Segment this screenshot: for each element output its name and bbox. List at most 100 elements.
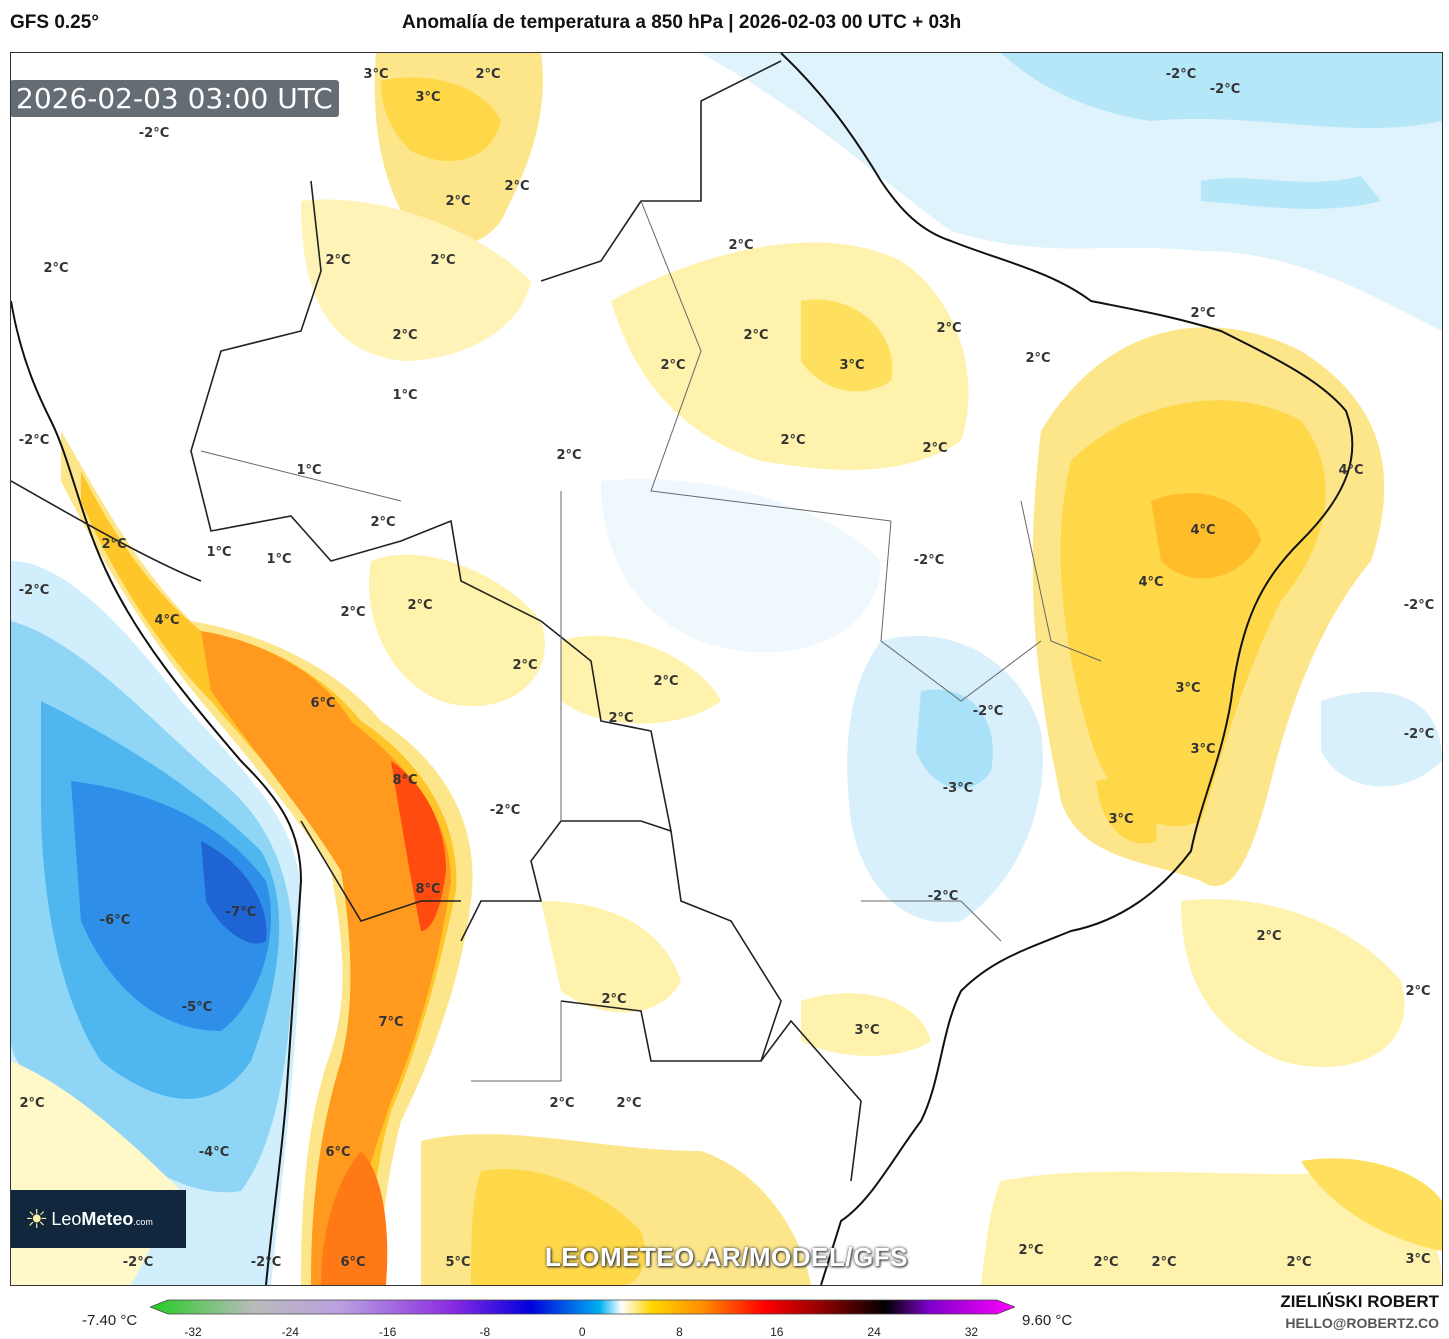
valid-time-stamp: 2026-02-03 03:00 UTC [10, 80, 339, 117]
sun-icon: ☀ [25, 1203, 49, 1234]
colorbar [150, 1299, 1015, 1315]
contour-label: 3°C [854, 1023, 879, 1038]
contour-label: 2°C [43, 261, 68, 276]
colorbar-tick-label: -24 [281, 1325, 299, 1339]
contour-label: 6°C [310, 696, 335, 711]
contour-label: -2°C [1404, 598, 1434, 613]
leometeo-logo: ☀ Leo Meteo .com [11, 1190, 186, 1248]
contour-label: -5°C [182, 1000, 212, 1015]
contour-label: 2°C [556, 448, 581, 463]
colorbar-tick-label: 8 [676, 1325, 683, 1339]
contour-label: 3°C [1175, 681, 1200, 696]
contour-label: 2°C [1025, 351, 1050, 366]
contour-label: 8°C [415, 882, 440, 897]
contour-label: -2°C [251, 1255, 281, 1270]
contour-label: -7°C [226, 905, 256, 920]
contour-label: 2°C [601, 992, 626, 1007]
contour-label: -2°C [123, 1255, 153, 1270]
colorbar-max-label: 9.60 °C [1022, 1312, 1073, 1329]
contour-label: 2°C [1018, 1243, 1043, 1258]
contour-label: 8°C [392, 773, 417, 788]
colorbar-tick-label: -16 [378, 1325, 397, 1339]
anomaly-map: 3°C 2°C 3°C -2°C 2°C 2°C 2°C 2°C 2°C 2°C 2°C 2°C 2°C… [10, 52, 1443, 1286]
contour-label: 2°C [728, 238, 753, 253]
colorbar-tick-label: -8 [479, 1325, 491, 1339]
colorbar-tick-label: 24 [867, 1325, 881, 1339]
contour-label: -2°C [1210, 82, 1240, 97]
contour-label: 4°C [1190, 523, 1215, 538]
contour-label: -4°C [199, 1145, 229, 1160]
contour-label: 2°C [1405, 984, 1430, 999]
contour-label: 2°C [549, 1096, 574, 1111]
contour-label: 2°C [1093, 1255, 1118, 1270]
author-name: ZIELIŃSKI ROBERT [1280, 1292, 1439, 1311]
contour-label: 2°C [504, 179, 529, 194]
contour-label: 2°C [101, 537, 126, 552]
contour-label: 2°C [475, 67, 500, 82]
contour-label: -2°C [19, 583, 49, 598]
contour-label: 2°C [608, 711, 633, 726]
contour-label: 2°C [743, 328, 768, 343]
contour-label: 2°C [445, 194, 470, 209]
contour-label: 6°C [340, 1255, 365, 1270]
contour-labels: 3°C 2°C 3°C -2°C 2°C 2°C 2°C 2°C 2°C 2°C 2°C 2°C 2°C… [19, 67, 1434, 1270]
colorbar-tick-label: 0 [578, 1325, 586, 1339]
contour-label: -2°C [914, 553, 944, 568]
contour-label: 4°C [154, 613, 179, 628]
contour-label: 7°C [378, 1015, 403, 1030]
watermark-url: LEOMETEO.AR/MODEL/GFS [545, 1242, 908, 1272]
contour-label: 2°C [922, 441, 947, 456]
contour-label: 3°C [415, 90, 440, 105]
contour-label: 5°C [445, 1255, 470, 1270]
contour-label: 3°C [363, 67, 388, 82]
contour-label: 3°C [1108, 812, 1133, 827]
contour-label: 2°C [392, 328, 417, 343]
contour-label: 2°C [660, 358, 685, 373]
contour-label: 2°C [1256, 929, 1281, 944]
contour-label: -2°C [19, 433, 49, 448]
contour-label: 2°C [407, 598, 432, 613]
contour-label: 3°C [1190, 742, 1215, 757]
contour-label: 2°C [19, 1096, 44, 1111]
logo-tld: .com [133, 1216, 153, 1227]
contour-label: 2°C [512, 658, 537, 673]
contour-label: 2°C [616, 1096, 641, 1111]
contour-label: -3°C [943, 781, 973, 796]
contour-label: -6°C [100, 913, 130, 928]
contour-label: -2°C [928, 889, 958, 904]
colorbar-tick-label: 16 [770, 1325, 784, 1339]
contour-label: 2°C [1286, 1255, 1311, 1270]
contour-label: 3°C [1405, 1252, 1430, 1267]
contour-label: 2°C [325, 253, 350, 268]
colorbar-min-label: -7.40 °C [82, 1312, 138, 1329]
contour-label: 1°C [206, 545, 231, 560]
contour-label: 2°C [653, 674, 678, 689]
contour-label: -2°C [139, 126, 169, 141]
logo-suffix: Meteo [81, 1208, 134, 1229]
contour-label: -2°C [1166, 67, 1196, 82]
contour-label: 3°C [839, 358, 864, 373]
colorbar-tick-label: -32 [184, 1325, 202, 1339]
chart-title: Anomalía de temperatura a 850 hPa | 2026… [402, 12, 962, 33]
contour-label: -2°C [490, 803, 520, 818]
contour-label: 4°C [1138, 575, 1163, 590]
contour-label: 2°C [370, 515, 395, 530]
contour-label: 6°C [325, 1145, 350, 1160]
contour-label: -2°C [1404, 727, 1434, 742]
contour-label: 1°C [392, 388, 417, 403]
author-email: HELLO@ROBERTZ.CO [1285, 1315, 1439, 1331]
contour-label: 2°C [340, 605, 365, 620]
contour-label: 1°C [266, 552, 291, 567]
contour-label: 2°C [430, 253, 455, 268]
contour-label: 2°C [1151, 1255, 1176, 1270]
model-name: GFS 0.25° [10, 12, 99, 33]
map-canvas: 3°C 2°C 3°C -2°C 2°C 2°C 2°C 2°C 2°C 2°C 2°C 2°C 2°C… [11, 53, 1442, 1285]
contour-label: 2°C [936, 321, 961, 336]
colorbar-tick-label: 32 [964, 1325, 979, 1339]
contour-label: 2°C [780, 433, 805, 448]
contour-label: 4°C [1338, 463, 1363, 478]
contour-label: 2°C [1190, 306, 1215, 321]
contour-label: 1°C [296, 463, 321, 478]
logo-prefix: Leo [51, 1208, 82, 1229]
contour-label: -2°C [973, 704, 1003, 719]
